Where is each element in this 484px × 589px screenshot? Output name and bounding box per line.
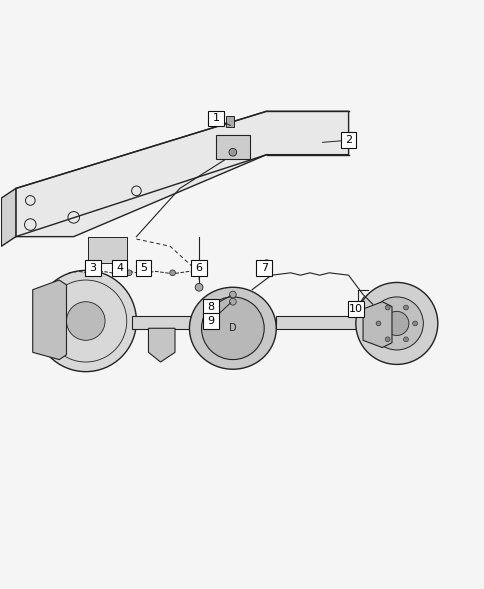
Circle shape bbox=[66, 302, 105, 340]
Polygon shape bbox=[88, 237, 126, 263]
FancyBboxPatch shape bbox=[256, 260, 272, 276]
Circle shape bbox=[355, 283, 437, 365]
Circle shape bbox=[201, 297, 264, 360]
Circle shape bbox=[375, 321, 380, 326]
FancyBboxPatch shape bbox=[191, 260, 206, 276]
Bar bbox=[225, 116, 234, 127]
Polygon shape bbox=[32, 280, 66, 360]
Text: 8: 8 bbox=[207, 302, 214, 312]
Polygon shape bbox=[1, 188, 16, 246]
FancyBboxPatch shape bbox=[348, 301, 363, 317]
Polygon shape bbox=[363, 302, 391, 348]
Text: 5: 5 bbox=[140, 263, 147, 273]
Text: 6: 6 bbox=[195, 263, 202, 273]
Circle shape bbox=[369, 297, 423, 350]
Circle shape bbox=[384, 312, 408, 336]
FancyBboxPatch shape bbox=[136, 260, 151, 276]
Circle shape bbox=[229, 299, 236, 305]
Circle shape bbox=[169, 270, 175, 276]
Circle shape bbox=[384, 305, 389, 310]
Text: 2: 2 bbox=[344, 135, 351, 145]
FancyBboxPatch shape bbox=[203, 313, 218, 329]
FancyBboxPatch shape bbox=[340, 133, 356, 148]
FancyBboxPatch shape bbox=[112, 260, 127, 276]
Circle shape bbox=[195, 283, 202, 291]
Text: 3: 3 bbox=[90, 263, 96, 273]
Circle shape bbox=[263, 260, 270, 267]
Polygon shape bbox=[148, 328, 175, 362]
Circle shape bbox=[412, 321, 417, 326]
Bar bbox=[276, 316, 367, 329]
FancyBboxPatch shape bbox=[215, 135, 249, 160]
Text: 7: 7 bbox=[260, 263, 267, 273]
Text: 4: 4 bbox=[116, 263, 123, 273]
Bar bbox=[131, 316, 203, 329]
FancyBboxPatch shape bbox=[208, 111, 223, 126]
FancyBboxPatch shape bbox=[85, 260, 101, 276]
Circle shape bbox=[229, 291, 236, 298]
Text: 10: 10 bbox=[348, 304, 362, 314]
Circle shape bbox=[384, 337, 389, 342]
Circle shape bbox=[403, 337, 408, 342]
Polygon shape bbox=[16, 111, 348, 237]
Text: D: D bbox=[228, 323, 236, 333]
Text: 9: 9 bbox=[207, 316, 214, 326]
Circle shape bbox=[228, 148, 236, 156]
Circle shape bbox=[35, 270, 136, 372]
Circle shape bbox=[126, 270, 132, 276]
Ellipse shape bbox=[189, 287, 276, 369]
FancyBboxPatch shape bbox=[203, 299, 218, 315]
Text: 1: 1 bbox=[212, 114, 219, 124]
Circle shape bbox=[403, 305, 408, 310]
